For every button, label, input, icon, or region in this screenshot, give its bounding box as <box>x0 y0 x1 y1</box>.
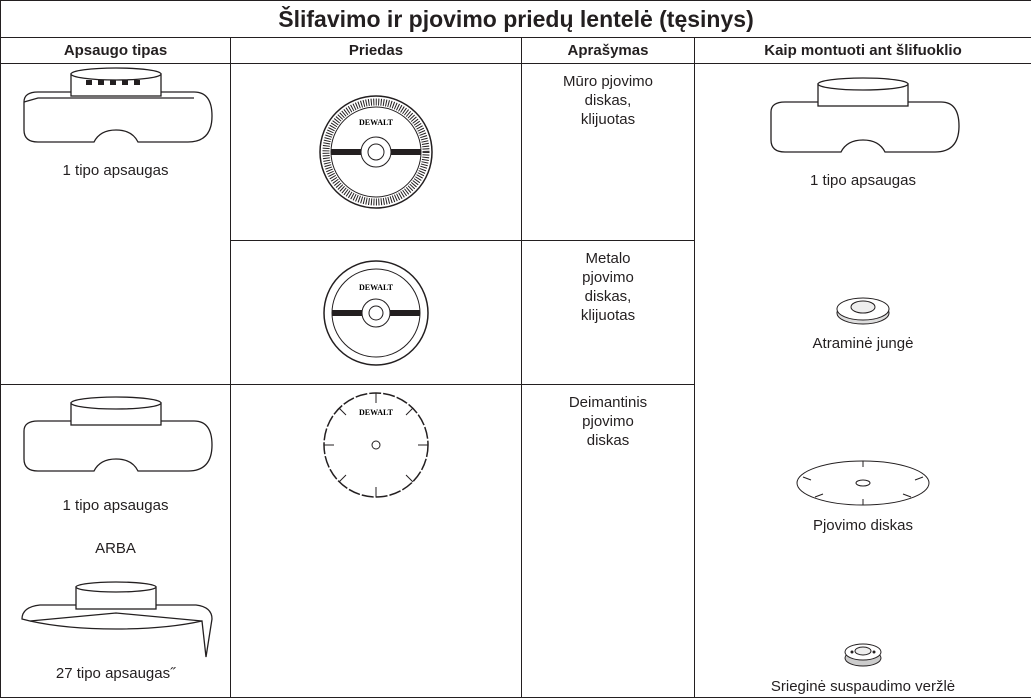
guard-label: 1 tipo apsaugas <box>62 497 169 514</box>
table-title: Šlifavimo ir pjovimo priedų lentelė (tęs… <box>0 0 1031 38</box>
row: 1 tipo apsaugas DEWALT Mūro pjovimo disk… <box>0 63 1031 698</box>
masonry-disc: DEWALT <box>319 95 433 209</box>
title-row: Šlifavimo ir pjovimo priedų lentelė (tęs… <box>0 0 1031 38</box>
guard-cell: 1 tipo apsaugas <box>0 63 231 385</box>
nut-image <box>844 643 882 667</box>
disc-logo: DEWALT <box>359 408 394 417</box>
header: Aprašymas <box>521 37 695 64</box>
guard-27-image <box>20 581 213 658</box>
guard-label: 1 tipo apsaugas <box>62 162 169 179</box>
guard-image <box>770 77 960 153</box>
description-cell: Metalo pjovimo diskas, klijuotas <box>521 240 695 385</box>
guard-label: ARBA <box>95 540 136 557</box>
attachment-cell: DEWALT <box>230 240 522 385</box>
disc-logo: DEWALT <box>359 118 394 127</box>
diamond-disc: DEWALT <box>323 392 429 498</box>
header: Priedas <box>230 37 522 64</box>
mounting-label: 1 tipo apsaugas <box>810 172 916 189</box>
header: Apsaugo tipas <box>0 37 231 64</box>
attachment-cell: DEWALT <box>230 384 522 698</box>
guard-cell: 1 tipo apsaugas ARBA 27 tipo apsaugas˝ <box>0 384 231 698</box>
row: DEWALT Metalo pjovimo diskas, klijuotas <box>1 240 1031 385</box>
guard-label: 27 tipo apsaugas˝ <box>55 665 176 682</box>
metal-disc: DEWALT <box>323 259 429 366</box>
mounting-label: Pjovimo diskas <box>812 517 914 535</box>
attachment-cell: DEWALT <box>230 63 522 241</box>
mounting-label: Srieginė suspaudimo veržlė <box>770 677 956 695</box>
guard-image <box>22 67 213 143</box>
cutting-disc-image <box>796 460 930 506</box>
row: 1 tipo apsaugas ARBA 27 tipo apsaugas˝ D… <box>0 384 1031 698</box>
flange-image <box>836 297 890 325</box>
guard-image <box>22 396 213 472</box>
mounting-cell: 1 tipo apsaugas Atraminė jungė Pjovimo d… <box>693 63 1031 698</box>
header: Kaip montuoti ant šlifuoklio <box>693 37 1031 64</box>
description-cell: Deimantinis pjovimo diskas <box>521 384 695 698</box>
mounting-label: Atraminė jungė <box>812 334 914 352</box>
description-cell: Mūro pjovimo diskas, klijuotas <box>521 63 695 241</box>
header-row: Apsaugo tipas Priedas Aprašymas Kaip mon… <box>0 37 1031 64</box>
disc-logo: DEWALT <box>359 283 394 292</box>
